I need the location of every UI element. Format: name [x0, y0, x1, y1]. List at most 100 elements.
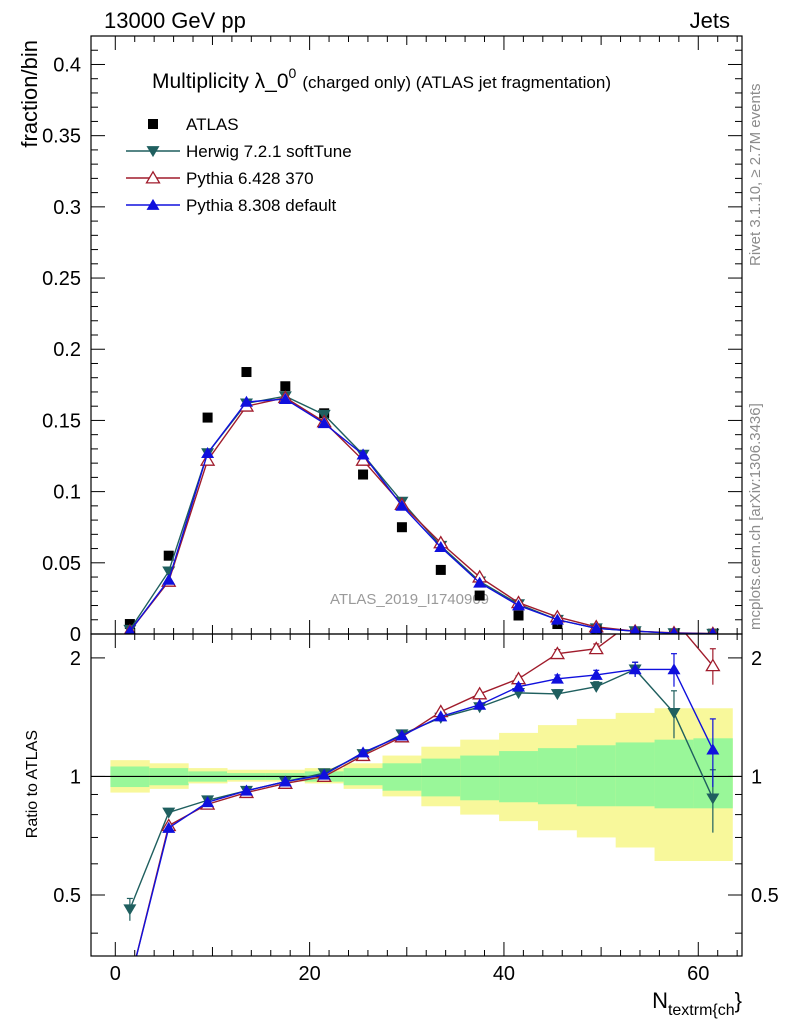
point-atlas-4 [280, 381, 291, 392]
point-pythia-8-308-default-9 [473, 576, 487, 588]
ratio-plot-frame [90, 633, 743, 957]
ratio-point-pythia-8-308-default-15 [706, 743, 720, 755]
legend-label-2: Pythia 6.428 370 [186, 169, 314, 188]
point-pythia-8-308-default-14 [669, 626, 679, 634]
chart-title: Multiplicity λ_00 (charged only) (ATLAS j… [152, 65, 611, 93]
legend-marker-0 [148, 119, 158, 129]
ratio-point-pythia-8-308-default-7 [395, 729, 409, 741]
legend-marker-2 [145, 170, 161, 184]
point-atlas-2 [202, 412, 213, 423]
ratio-line-pythia-8-308-default [135, 668, 714, 956]
axes: 00.050.10.150.20.250.30.350.40.5 0.51 12 20… [42, 36, 779, 985]
ratio-point-pythia-8-308-default-2 [201, 796, 215, 808]
xtick-label-2: 40 [493, 963, 515, 985]
ratio-point-pythia-6-428-370-15 [705, 658, 721, 672]
legend-marker-3 [146, 198, 160, 210]
point-atlas-8 [435, 564, 446, 575]
ratio-point-pythia-8-308-default-3 [239, 784, 253, 796]
ratio-point-pythia-6-428-370-0 [123, 976, 136, 987]
uncertainty-bands [110, 708, 733, 861]
ratio-point-pythia-8-308-default-13 [628, 663, 642, 675]
ratio-point-herwig-7-2-1-softtune-0 [123, 904, 137, 916]
legend-label-3: Pythia 8.308 default [186, 196, 337, 215]
ratio-point-herwig-7-2-1-softtune-15 [706, 793, 720, 805]
ratio-point-pythia-6-428-370-14 [667, 614, 680, 625]
header-left: 13000 GeV pp [104, 8, 246, 33]
ratio-point-pythia-8-308-default-4 [278, 775, 292, 787]
point-pythia-8-308-default-6 [356, 448, 370, 460]
band-inner-13 [615, 742, 656, 807]
point-pythia-8-308-default-0 [124, 624, 136, 634]
legend-marker-1 [146, 146, 160, 158]
ratio-point-herwig-7-2-1-softtune-11 [550, 689, 564, 701]
ratio-point-pythia-8-308-default-11 [550, 672, 564, 684]
band-inner-12 [576, 745, 617, 807]
ratio-point-pythia-8-308-default-5 [317, 768, 331, 780]
ytick-label-ratio-0: 0.5 [53, 885, 81, 907]
line-pythia-8-308-default [129, 398, 713, 634]
point-pythia-8-308-default-4 [278, 392, 292, 404]
point-pythia-8-308-default-11 [550, 613, 564, 625]
ratio-point-herwig-7-2-1-softtune-14 [667, 708, 681, 720]
point-pythia-8-308-default-1 [162, 573, 176, 585]
xtick-label-3: 60 [687, 963, 709, 985]
xtick-label-0: 0 [110, 963, 121, 985]
point-pythia-8-308-default-13 [629, 624, 641, 634]
point-pythia-8-308-default-7 [395, 499, 409, 511]
point-pythia-8-308-default-15 [709, 627, 717, 634]
ratio-point-herwig-7-2-1-softtune-12 [589, 681, 603, 693]
ratio-point-pythia-8-308-default-8 [434, 710, 448, 722]
ratio-plot-data [123, 614, 721, 987]
point-atlas-6 [358, 469, 369, 480]
point-pythia-8-308-default-2 [201, 447, 215, 459]
band-inner-9 [460, 755, 500, 801]
ytick-label-main-3: 0.15 [42, 410, 81, 432]
point-atlas-7 [396, 522, 407, 533]
header-right: Jets [690, 8, 730, 33]
ratio-point-pythia-8-308-default-0 [123, 976, 136, 987]
point-atlas-10 [513, 610, 524, 621]
ratio-point-pythia-8-308-default-12 [589, 668, 603, 680]
point-atlas-9 [474, 590, 485, 601]
legend: ATLAS Herwig 7.2.1 softTune Pythia 6.428 3… [126, 115, 352, 215]
ytick-label-main-1: 0.05 [42, 553, 81, 575]
point-pythia-8-308-default-3 [239, 395, 253, 407]
point-pythia-8-308-default-12 [589, 622, 603, 634]
ytick-label-main-4: 0.2 [53, 339, 81, 361]
xtick-label-1: 20 [298, 963, 320, 985]
ratio-point-pythia-8-308-default-6 [356, 746, 370, 758]
legend-label-1: Herwig 7.2.1 softTune [186, 142, 352, 161]
ytick-label-ratio-right-1: 1 [751, 766, 762, 788]
ratio-point-pythia-8-308-default-1 [162, 821, 176, 833]
ratio-point-pythia-8-308-default-10 [512, 680, 526, 692]
ytick-label-ratio-right-2: 2 [751, 648, 762, 670]
ratio-point-pythia-6-428-370-11 [549, 646, 566, 660]
x-axis-label: Ntextrm{ch} [652, 988, 742, 1019]
point-atlas-3 [241, 367, 252, 378]
y-axis-label-ratio: Ratio to ATLAS [24, 730, 41, 838]
main-plot-data [123, 367, 720, 634]
ytick-label-main-5: 0.25 [42, 268, 81, 290]
band-inner-14 [654, 739, 694, 809]
ytick-label-ratio-1: 1 [70, 766, 81, 788]
line-pythia-6-428-370 [129, 396, 713, 634]
ytick-label-main-7: 0.35 [42, 126, 81, 148]
point-pythia-8-308-default-8 [434, 540, 448, 553]
y-axis-label-main: fraction/bin [17, 40, 42, 148]
ytick-label-main-8: 0.4 [53, 54, 81, 76]
ratio-point-pythia-8-308-default-9 [473, 698, 487, 710]
ytick-label-ratio-right-0: 0.5 [751, 885, 779, 907]
point-pythia-8-308-default-10 [512, 599, 526, 611]
ratio-point-pythia-6-428-370-9 [472, 686, 488, 700]
ytick-label-main-0: 0 [70, 624, 81, 646]
point-pythia-8-308-default-5 [317, 417, 331, 429]
ytick-label-ratio-2: 2 [70, 648, 81, 670]
legend-label-0: ATLAS [186, 115, 239, 134]
ratio-point-pythia-6-428-370-12 [588, 641, 604, 655]
rivet-version-label: Rivet 3.1.10, ≥ 2.7M events [747, 84, 764, 267]
ytick-label-main-2: 0.1 [53, 482, 81, 504]
band-inner-8 [421, 758, 461, 797]
analysis-watermark: ATLAS_2019_I1740909 [330, 591, 489, 608]
ratio-point-herwig-7-2-1-softtune-1 [162, 807, 176, 819]
